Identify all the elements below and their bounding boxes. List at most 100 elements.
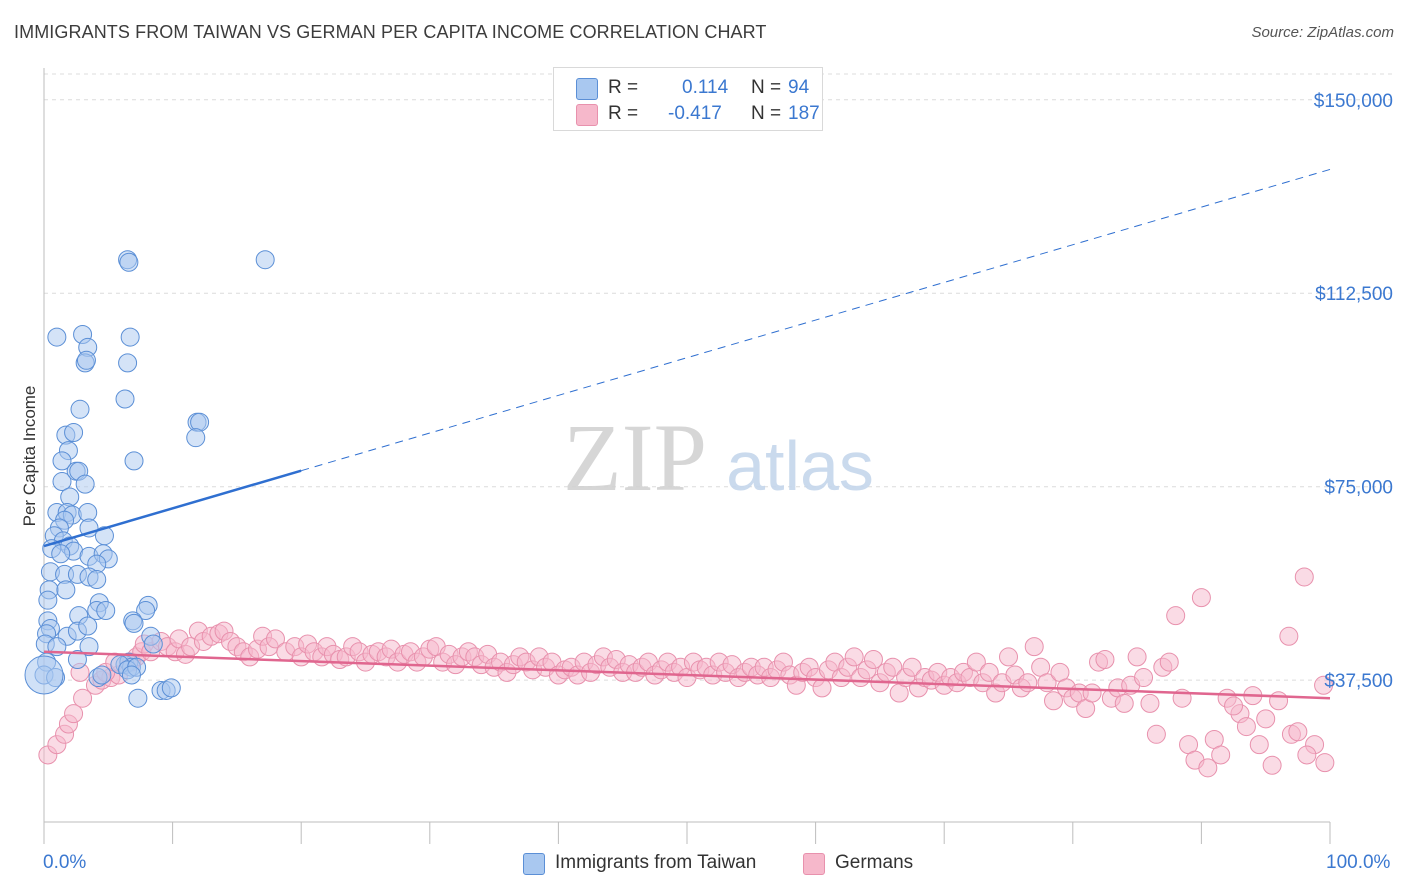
taiwan-point (161, 678, 181, 698)
german-point (812, 678, 832, 698)
german-point (1315, 753, 1335, 773)
german-point (1279, 626, 1299, 646)
german-point (1159, 652, 1179, 672)
legend-n-label: N = (751, 103, 782, 124)
taiwan-points (24, 250, 275, 708)
bottom-legend-taiwan-label: Immigrants from Taiwan (555, 852, 757, 873)
taiwan-point (115, 389, 135, 409)
german-swatch (576, 104, 598, 126)
watermark-zip: ZIP (563, 404, 707, 511)
german-point (1146, 724, 1166, 744)
legend-r-value: -0.417 (668, 103, 722, 124)
german-point (64, 704, 84, 724)
german-point (1095, 650, 1115, 670)
taiwan-point (52, 472, 72, 492)
taiwan-point (118, 353, 138, 373)
y-tick-label: $112,500 (1315, 284, 1393, 305)
x-tick-label-min: 0.0% (43, 852, 87, 873)
legend-n-value: 187 (788, 103, 820, 124)
german-point (902, 657, 922, 677)
taiwan-point (96, 600, 116, 620)
german-point (1024, 637, 1044, 657)
taiwan-swatch (576, 78, 598, 100)
y-tick-label: $150,000 (1314, 91, 1393, 112)
taiwan-point (78, 616, 98, 636)
german-point (1294, 567, 1314, 587)
source-label: Source: ZipAtlas.com (1251, 24, 1394, 41)
taiwan-point (51, 544, 71, 564)
german-point (1288, 722, 1308, 742)
taiwan-point (75, 474, 95, 494)
taiwan-point (255, 250, 275, 270)
legend-n-value: 94 (788, 77, 810, 98)
y-axis-label: Per Capita Income (20, 385, 39, 527)
taiwan-point (119, 252, 139, 272)
taiwan-point (67, 650, 87, 670)
german-point (1314, 675, 1334, 695)
german-point (73, 688, 93, 708)
german-point (1211, 745, 1231, 765)
taiwan-point (64, 423, 84, 443)
taiwan-point (70, 399, 90, 419)
german-point (1140, 693, 1160, 713)
german-point (1134, 668, 1154, 688)
correlation-legend: R = 0.114 N = 94 R = -0.417 N = 187 (553, 67, 823, 131)
german-trendline (43, 650, 1331, 700)
x-tick-label-max: 100.0% (1326, 852, 1391, 873)
german-point (883, 657, 903, 677)
german-point (1044, 691, 1064, 711)
taiwan-point (186, 428, 206, 448)
taiwan-point (79, 637, 99, 657)
watermark-atlas: atlas (726, 427, 874, 505)
taiwan-point (47, 327, 67, 347)
taiwan-point (87, 570, 107, 590)
taiwan-trendline-extrapolated (301, 168, 1331, 472)
bottom-legend-german-label: Germans (835, 852, 914, 873)
y-tick-labels: $37,500 $75,000 $112,500 $150,000 (1314, 91, 1393, 692)
taiwan-point (124, 613, 144, 633)
german-point (966, 652, 986, 672)
german-point (1262, 755, 1282, 775)
legend-n-label: N = (751, 77, 782, 98)
taiwan-point (52, 451, 72, 471)
taiwan-point-large (24, 655, 64, 695)
trendlines (43, 168, 1331, 700)
german-point (1256, 709, 1276, 729)
german-point (844, 647, 864, 667)
axes (43, 68, 1331, 844)
taiwan-point (136, 600, 156, 620)
y-tick-label: $37,500 (1324, 671, 1393, 692)
taiwan-point (120, 327, 140, 347)
german-point (1198, 758, 1218, 778)
german-point (1297, 745, 1317, 765)
german-point (979, 662, 999, 682)
german-point (1018, 673, 1038, 693)
german-point (1127, 647, 1147, 667)
legend-r-label: R = (608, 103, 639, 124)
german-point (1224, 696, 1244, 716)
german-point (1114, 693, 1134, 713)
german-swatch (803, 853, 825, 875)
y-tick-label: $75,000 (1324, 478, 1393, 499)
taiwan-point (128, 688, 148, 708)
taiwan-point (143, 634, 163, 654)
german-point (999, 647, 1018, 667)
taiwan-swatch (523, 853, 545, 875)
german-point (265, 629, 285, 649)
grid-lines (44, 73, 1394, 681)
german-point (1249, 735, 1269, 755)
german-point (1236, 717, 1256, 737)
german-point (1082, 683, 1102, 703)
legend-r-value: 0.114 (682, 77, 729, 98)
taiwan-point (124, 451, 144, 471)
german-points (38, 567, 1335, 778)
german-point (1269, 691, 1289, 711)
legend-r-label: R = (608, 77, 639, 98)
taiwan-point (38, 590, 58, 610)
taiwan-point (60, 487, 80, 507)
taiwan-point (92, 665, 112, 685)
taiwan-trendline (43, 469, 302, 548)
chart-title: IMMIGRANTS FROM TAIWAN VS GERMAN PER CAP… (14, 22, 767, 42)
german-point (1166, 606, 1186, 626)
